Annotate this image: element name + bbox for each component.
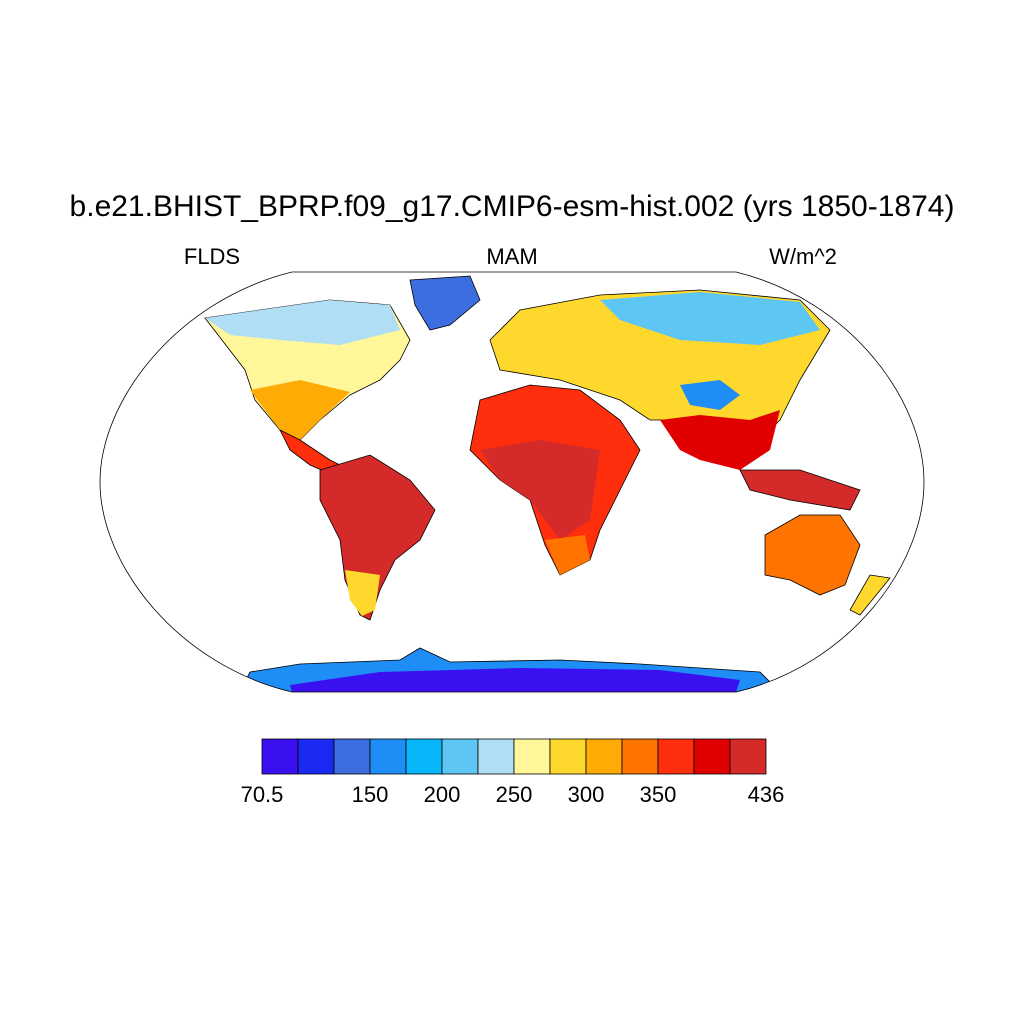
indonesia bbox=[739, 469, 861, 511]
map-frame bbox=[99, 271, 925, 693]
colorbar-box bbox=[297, 738, 335, 775]
colorbar-label: 200 bbox=[424, 782, 461, 807]
land-areas bbox=[204, 275, 891, 692]
colorbar-box bbox=[621, 738, 659, 775]
australia bbox=[764, 514, 861, 596]
colorbar-box bbox=[549, 738, 587, 775]
colorbar-box bbox=[729, 738, 767, 775]
colorbar-box bbox=[657, 738, 695, 775]
colorbar-box bbox=[405, 738, 443, 775]
colorbar-box bbox=[513, 738, 551, 775]
colorbar-box bbox=[441, 738, 479, 775]
south-asia bbox=[660, 410, 780, 470]
colorbar-box bbox=[333, 738, 371, 775]
tibet bbox=[680, 380, 740, 410]
colorbar-label: 300 bbox=[568, 782, 605, 807]
colorbar-box bbox=[477, 738, 515, 775]
south-america bbox=[319, 454, 436, 621]
north-america-south bbox=[250, 380, 350, 440]
new-zealand bbox=[849, 574, 891, 616]
colorbar-label: 250 bbox=[496, 782, 533, 807]
greenland bbox=[409, 275, 481, 331]
left-string: FLDS bbox=[184, 244, 240, 269]
north-america-north bbox=[205, 300, 400, 345]
colorbar-label: 436 bbox=[748, 782, 785, 807]
southern-africa bbox=[545, 535, 590, 575]
center-string: MAM bbox=[486, 244, 537, 269]
colorbar-label: 70.5 bbox=[241, 782, 284, 807]
map bbox=[99, 271, 925, 693]
colorbar-box bbox=[693, 738, 731, 775]
colorbar-box bbox=[261, 738, 299, 775]
siberia bbox=[600, 292, 820, 345]
title: b.e21.BHIST_BPRP.f09_g17.CMIP6-esm-hist.… bbox=[70, 190, 955, 223]
south-america-south bbox=[345, 570, 380, 616]
central-africa bbox=[480, 440, 600, 540]
right-string: W/m^2 bbox=[769, 244, 837, 269]
colorbar-label: 350 bbox=[640, 782, 677, 807]
colorbar: 70.5 150 200 250 300 350 436 bbox=[241, 738, 785, 807]
antarctica-core bbox=[290, 668, 740, 692]
colorbar-box bbox=[585, 738, 623, 775]
colorbar-box bbox=[369, 738, 407, 775]
colorbar-label: 150 bbox=[352, 782, 389, 807]
